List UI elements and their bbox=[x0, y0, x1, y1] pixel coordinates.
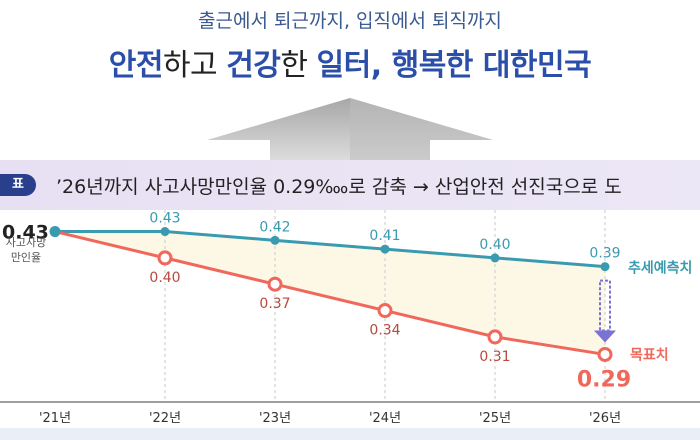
trend-value-label: 0.40 bbox=[479, 237, 510, 253]
header-title-part: 건강 bbox=[226, 48, 281, 83]
header-subtitle: 출근에서 퇴근까지, 입직에서 퇴직까지 bbox=[198, 10, 502, 32]
target-point bbox=[597, 346, 613, 362]
x-tick-label: '23년 bbox=[259, 411, 291, 426]
target-series-label: 목표치 bbox=[630, 347, 669, 363]
trend-point bbox=[160, 227, 170, 237]
target-value-label: 0.40 bbox=[149, 270, 180, 286]
trend-series-label: 추세예측치 bbox=[628, 261, 692, 277]
header-title-part: 한 bbox=[280, 48, 317, 83]
gap-arrow-shaft bbox=[599, 279, 611, 332]
target-value-label: 0.34 bbox=[369, 323, 400, 339]
final-target-value: 0.29 bbox=[577, 367, 631, 392]
start-metric-label: 만인율 bbox=[11, 251, 41, 264]
header-title-part: 하고 bbox=[162, 48, 227, 83]
target-value-label: 0.37 bbox=[259, 296, 290, 312]
trend-point bbox=[600, 262, 610, 272]
target-point bbox=[267, 276, 283, 292]
trend-line bbox=[55, 230, 606, 269]
footer-strip bbox=[0, 428, 700, 440]
trend-value-label: 0.41 bbox=[369, 228, 400, 244]
trend-value-label: 0.43 bbox=[149, 211, 180, 227]
x-tick-label: '25년 bbox=[479, 411, 511, 426]
x-tick-label: '26년 bbox=[589, 411, 621, 426]
start-metric-label: 사고사망 bbox=[6, 236, 46, 249]
x-tick-label: '21년 bbox=[39, 411, 71, 426]
target-line bbox=[54, 230, 606, 356]
header-title-part: 일터, 행복한 대한민국 bbox=[316, 48, 592, 83]
trend-point bbox=[380, 244, 390, 254]
x-tick-label: '24년 bbox=[369, 411, 401, 426]
banner-text: ’26년까지 사고사망만인율 0.29‱로 감축 → 산업안전 선진국으로 도 bbox=[56, 176, 622, 198]
gap-area bbox=[55, 231, 605, 355]
trend-point bbox=[490, 253, 500, 263]
target-value-label: 0.31 bbox=[479, 349, 510, 365]
trend-point bbox=[49, 226, 61, 238]
header-title-part: 안전 bbox=[108, 48, 164, 83]
target-point bbox=[157, 250, 173, 266]
banner-tag: 표 bbox=[0, 174, 36, 196]
start-value-label: 0.43 bbox=[2, 222, 49, 244]
banner bbox=[0, 160, 700, 210]
trend-point bbox=[270, 235, 280, 245]
trend-value-label: 0.39 bbox=[589, 246, 620, 262]
trend-value-label: 0.42 bbox=[259, 219, 290, 235]
header-title: 안전하고 건강한 일터, 행복한 대한민국 bbox=[0, 40, 700, 84]
gap-arrow-head-icon bbox=[594, 330, 616, 343]
up-arrow-icon bbox=[207, 98, 493, 160]
x-tick-label: '22년 bbox=[149, 411, 181, 426]
target-point bbox=[377, 303, 393, 319]
target-point bbox=[487, 329, 503, 345]
line-chart: '21년 0.43 0.40 '22년 0.42 0.37 '23년 0.41 0.34 '24년… bbox=[0, 210, 700, 426]
